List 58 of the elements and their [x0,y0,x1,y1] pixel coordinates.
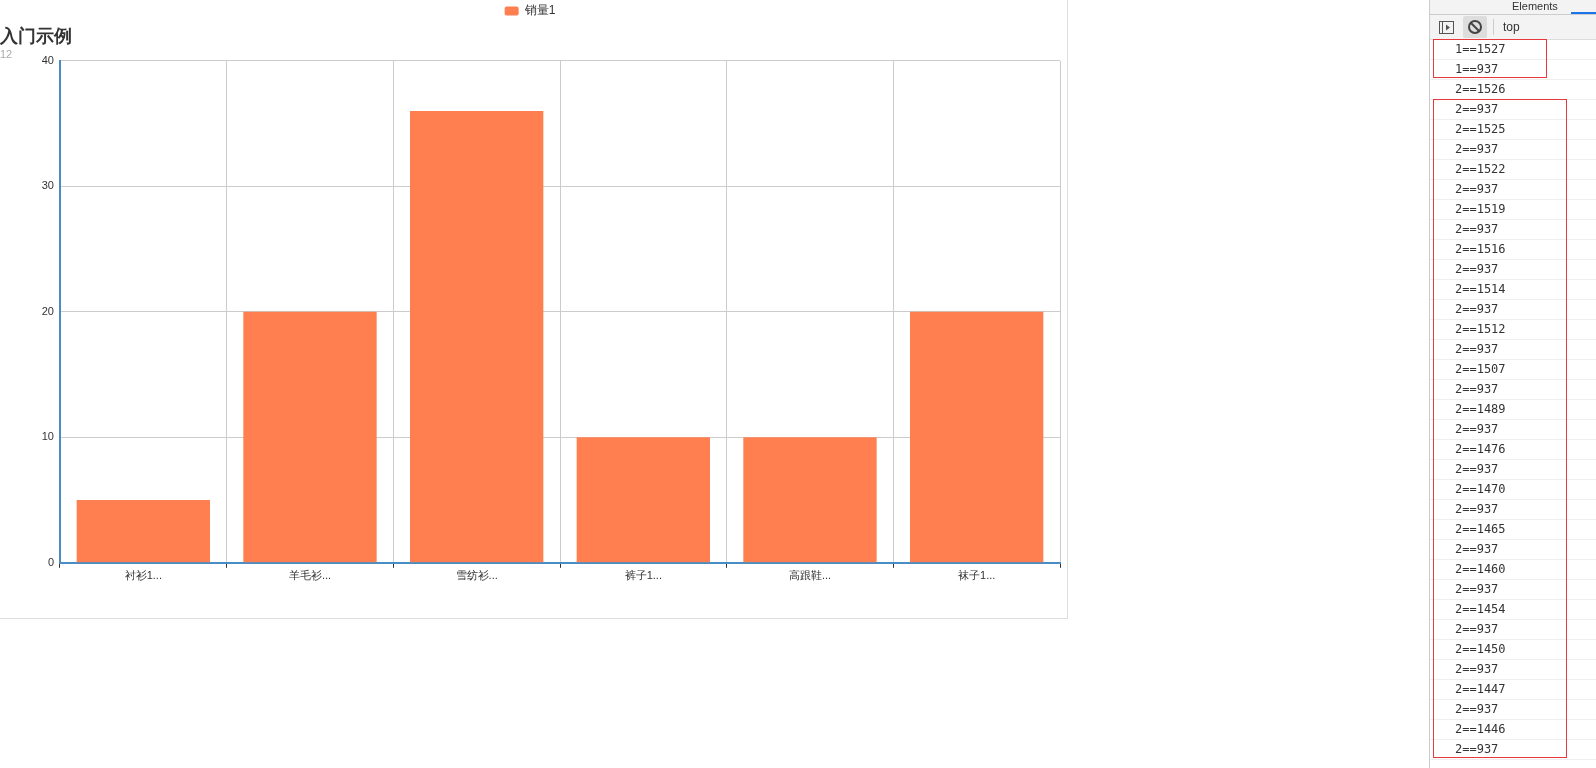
bar [910,311,1044,563]
text: 2==937 [1455,341,1499,358]
text: 2==937 [1455,301,1499,318]
y-tick-label: 40 [41,53,54,66]
text: 2==937 [1455,581,1499,598]
text: 2==1526 [1455,81,1506,98]
text: 2==1476 [1455,441,1506,458]
text: 2==1516 [1455,241,1506,258]
text: 2==1512 [1455,321,1506,338]
text: 2==1470 [1455,481,1506,498]
bar [410,111,544,563]
x-tick-label: 衬衫1... [124,569,162,582]
bar [743,437,877,563]
text: 2==937 [1455,381,1499,398]
legend-label: 销量1 [523,3,556,18]
text: 2==937 [1455,421,1499,438]
x-tick-label: 袜子1... [958,569,996,582]
x-tick-label: 羊毛衫... [288,569,332,582]
text: 2==1514 [1455,281,1506,298]
text: 2==1454 [1455,601,1506,618]
chart-subtitle: 12 [0,47,13,60]
y-tick-label: 30 [41,179,54,192]
text: 2==937 [1455,741,1499,758]
text: 2==1460 [1455,561,1506,578]
text: 2==937 [1455,181,1499,198]
x-tick-label: 裤子1... [624,569,662,582]
text: 1==937 [1455,61,1499,78]
text: 2==937 [1455,221,1499,238]
text: 2==937 [1455,541,1499,558]
text: Elements [1512,0,1558,13]
x-tick-label: 雪纺衫... [455,569,498,582]
bar [243,311,377,563]
text: 2==1522 [1455,161,1506,178]
text: 2==1507 [1455,361,1506,378]
text: 2==1519 [1455,201,1506,218]
text: 2==1465 [1455,521,1506,538]
text: 2==937 [1455,501,1499,518]
text: 2==1450 [1455,641,1506,658]
x-tick-label: 高跟鞋... [788,569,832,582]
text: 2==937 [1455,101,1499,118]
text: 2==1446 [1455,721,1506,738]
text: 2==937 [1455,701,1499,718]
bar [76,500,210,563]
text: 1==1527 [1455,41,1506,58]
text: top [1503,19,1520,35]
chart-title: 入门示例 [0,25,72,46]
text: 2==937 [1455,621,1499,638]
text: 2==937 [1455,261,1499,278]
text: 2==1525 [1455,121,1506,138]
y-tick-label: 0 [47,555,54,568]
text: 2==1489 [1455,401,1506,418]
text: 2==1447 [1455,681,1506,698]
text: 2==937 [1455,461,1499,478]
text: 2==937 [1455,141,1499,158]
y-tick-label: 20 [41,304,54,317]
y-tick-label: 10 [41,430,54,443]
bar [576,437,710,563]
text: 2==937 [1455,661,1499,678]
